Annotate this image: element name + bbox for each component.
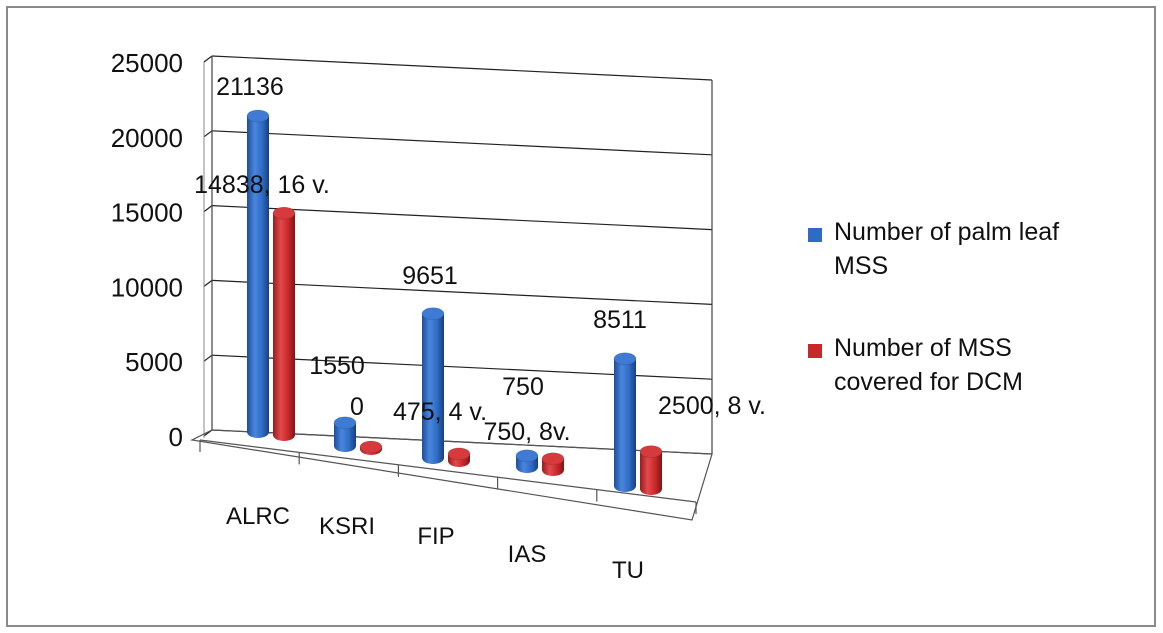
bar-top	[515, 449, 539, 463]
data-label: 0	[350, 393, 364, 421]
bar-palm-leaf-alrc	[246, 109, 270, 438]
bar-top	[541, 452, 565, 466]
data-label: 475, 4 v.	[393, 398, 487, 426]
bar-top	[613, 352, 637, 366]
gridline-connector	[203, 130, 213, 138]
floor	[190, 429, 713, 521]
legend-label: MSS	[834, 252, 888, 280]
data-labels: 21136 14838, 16 v. 1550 0 9651 475, 4 v. 750 75…	[194, 73, 766, 446]
y-tick-label: 25000	[111, 48, 183, 78]
data-label: 750	[502, 373, 544, 401]
y-tick-label: 15000	[111, 198, 183, 228]
category-labels: ALRC KSRI FIP IAS TU	[226, 503, 644, 584]
y-tick-label: 5000	[125, 347, 183, 377]
bar-dcm-ksri	[359, 440, 383, 455]
bar-top	[421, 307, 445, 321]
category-label: KSRI	[319, 513, 375, 540]
bar-body	[614, 358, 636, 492]
data-label: 14838, 16 v.	[194, 171, 330, 199]
data-label: 2500, 8 v.	[658, 392, 766, 420]
gridline	[211, 279, 713, 305]
x-axis-line	[199, 439, 697, 503]
data-label: 750, 8v.	[483, 418, 570, 446]
bar-palm-leaf-fip	[421, 307, 445, 464]
gridline	[211, 205, 713, 231]
bars	[246, 109, 663, 495]
bar-dcm-alrc	[272, 206, 296, 441]
bar-top	[333, 416, 357, 430]
legend-entry: Number of palm leaf MSS	[808, 218, 1059, 280]
y-tick-label: 0	[169, 422, 183, 452]
data-label: 8511	[593, 306, 647, 334]
bar-top	[639, 445, 663, 459]
gridline	[211, 55, 713, 81]
gridline	[211, 130, 713, 156]
bar-palm-leaf-ksri	[333, 416, 357, 452]
bar-body	[334, 422, 356, 452]
bar-top	[246, 109, 270, 123]
legend-label: covered for DCM	[834, 368, 1023, 396]
bar-body	[273, 213, 295, 441]
chart-frame	[6, 6, 1156, 627]
legend-swatch	[808, 344, 822, 358]
bar-top	[359, 440, 383, 454]
bar-dcm-fip	[447, 447, 471, 467]
bar-dcm-tu	[639, 445, 663, 495]
gridline-connector	[203, 205, 213, 213]
legend-label: Number of MSS	[834, 334, 1012, 362]
data-label: 21136	[216, 73, 284, 101]
category-label: ALRC	[226, 503, 290, 530]
legend: Number of palm leaf MSS Number of MSS cover…	[808, 218, 1059, 396]
bar-palm-leaf-tu	[613, 352, 637, 492]
data-label: 9651	[402, 262, 458, 290]
y-tick-labels: 0 5000 10000 15000 20000 25000	[111, 48, 183, 452]
y-tick-label: 10000	[111, 272, 183, 302]
gridline-connector	[203, 354, 213, 362]
gridline-connector	[203, 55, 213, 63]
bar-top	[447, 447, 471, 461]
axes	[190, 56, 713, 521]
y-tick-label: 20000	[111, 123, 183, 153]
category-label: TU	[612, 557, 644, 584]
legend-entry: Number of MSS covered for DCM	[808, 334, 1023, 396]
bar-top	[272, 206, 296, 220]
category-label: FIP	[417, 523, 454, 550]
bar-body	[422, 313, 444, 464]
legend-swatch	[808, 228, 822, 242]
legend-label: Number of palm leaf	[834, 218, 1059, 246]
data-label: 1550	[309, 352, 365, 380]
bar-palm-leaf-ias	[515, 449, 539, 473]
bar-body	[247, 116, 269, 438]
gridline-connector	[203, 279, 213, 287]
category-label: IAS	[508, 541, 547, 568]
bar-body	[640, 451, 662, 495]
bar-dcm-ias	[541, 452, 565, 476]
